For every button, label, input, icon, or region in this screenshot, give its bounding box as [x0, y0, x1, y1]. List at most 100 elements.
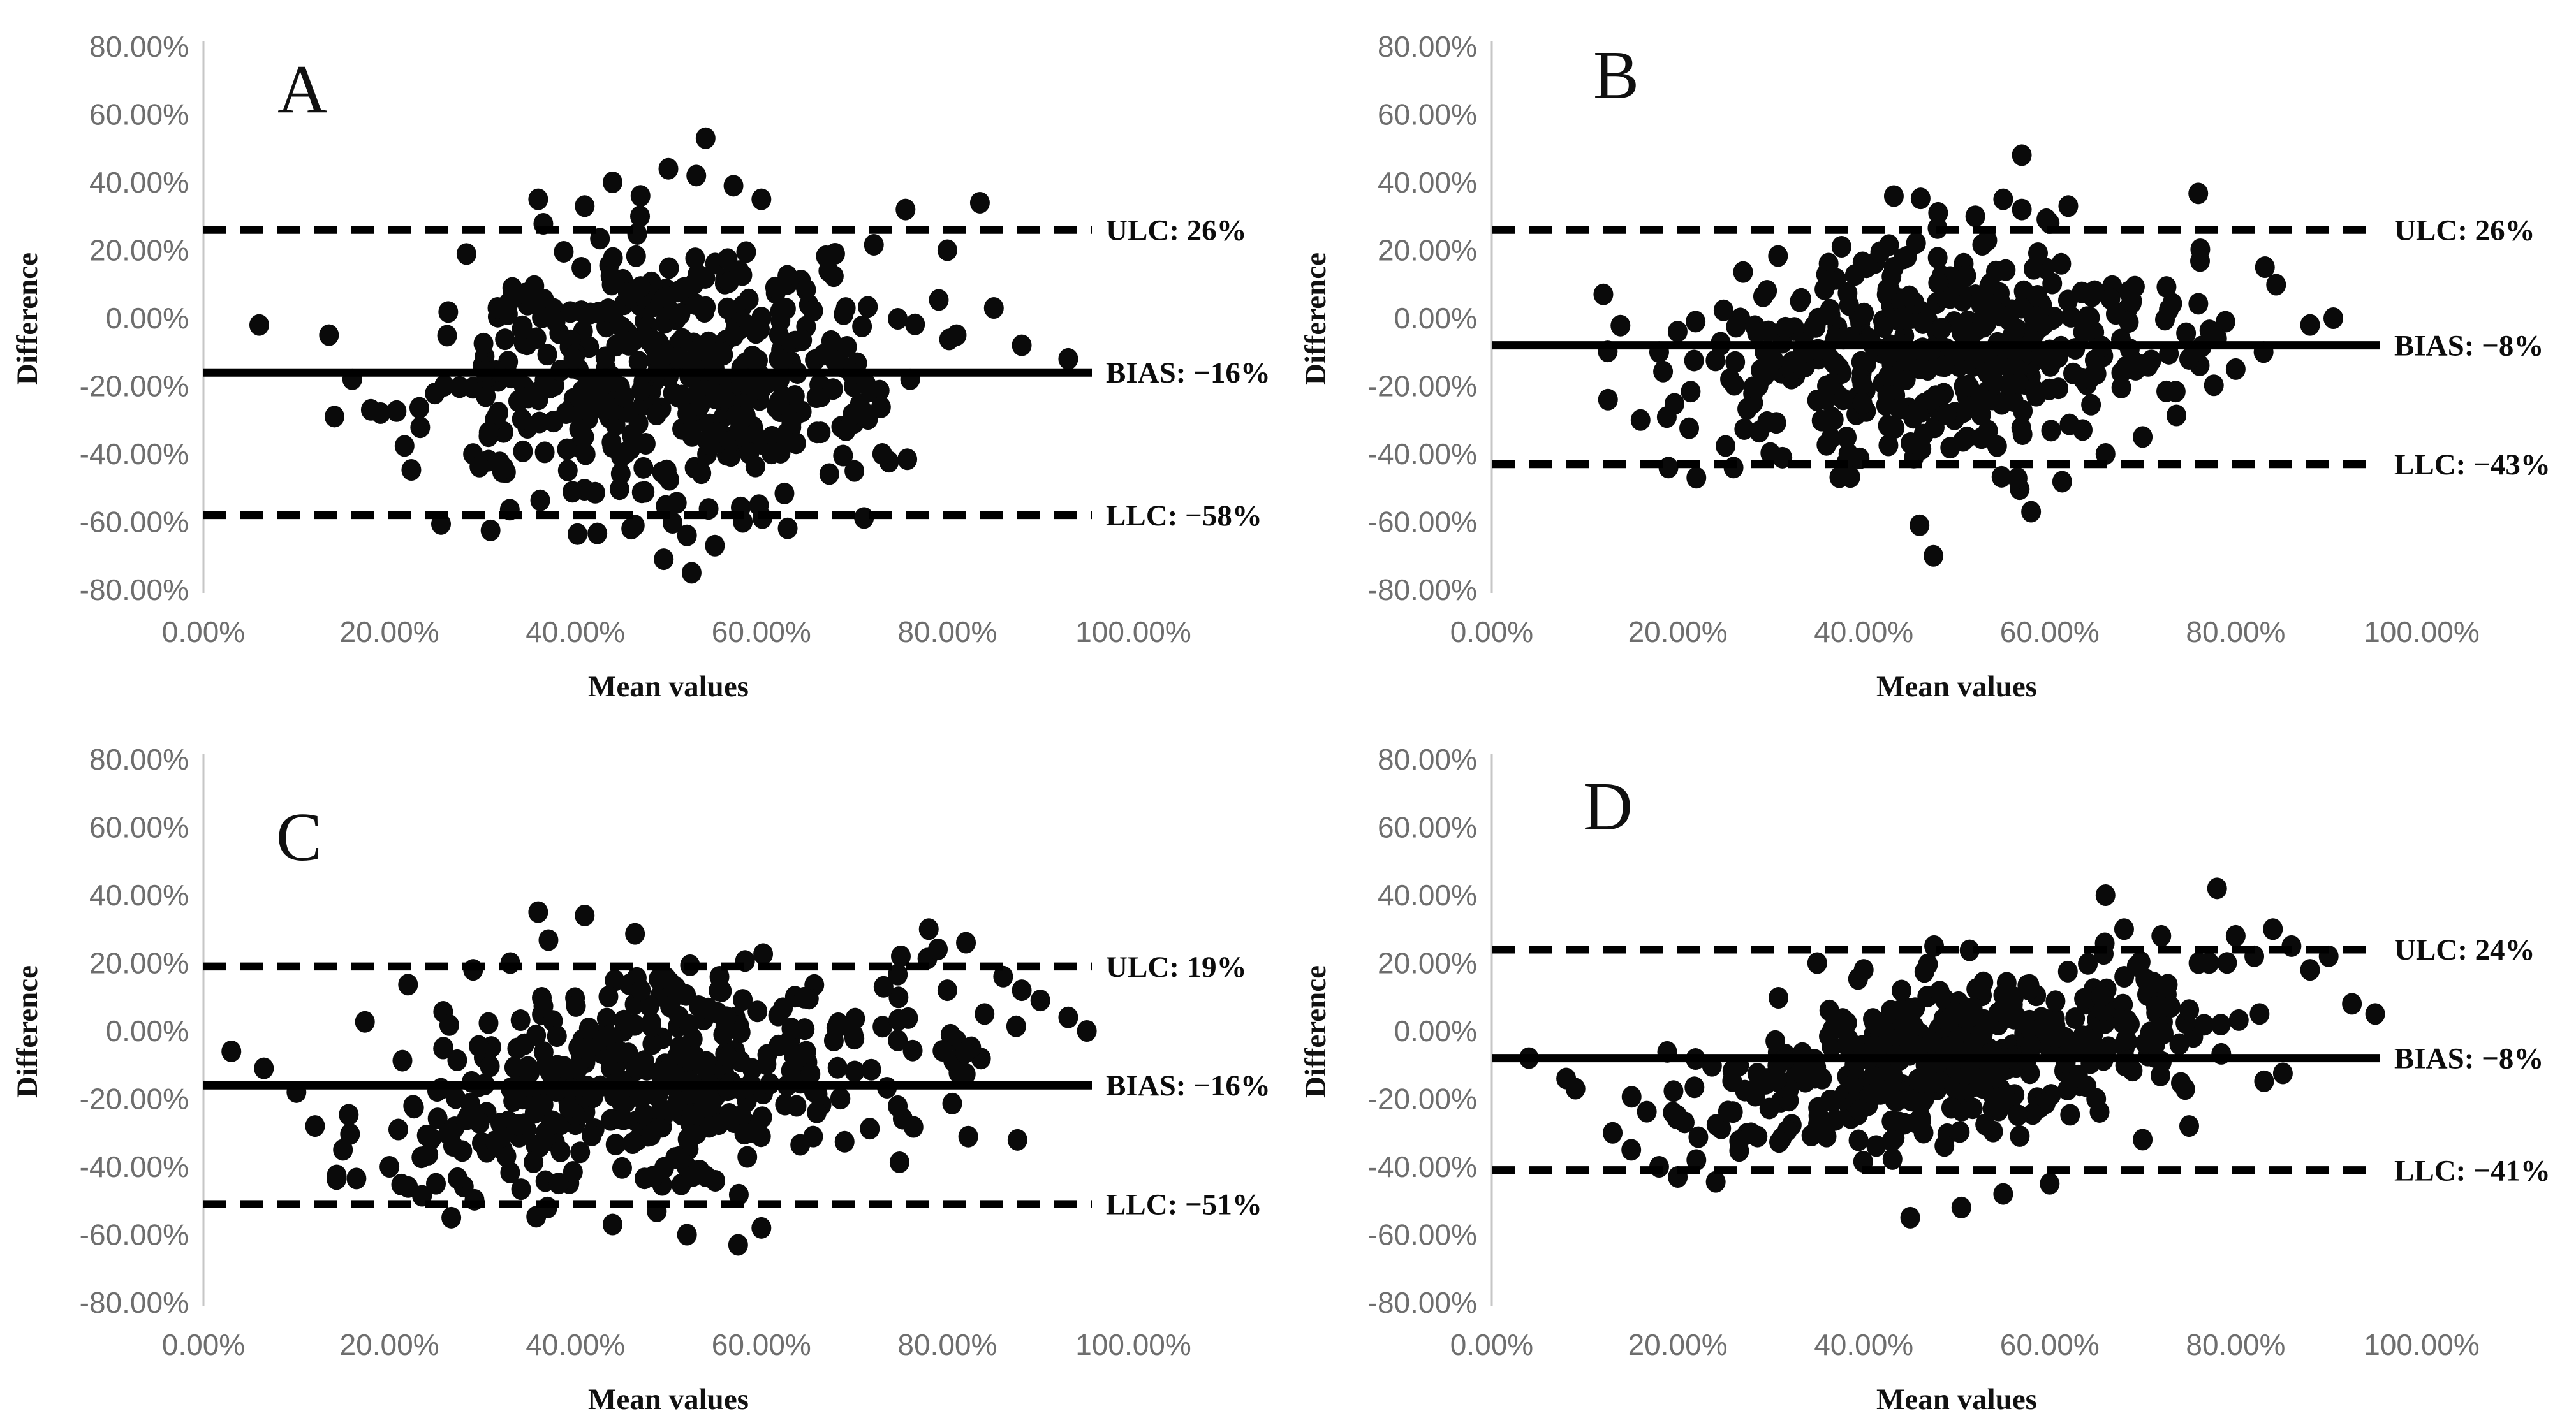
- panel-letter: B: [1593, 38, 1639, 113]
- panel-d: 80.00% 60.00% 40.00% 20.00% 0.00% -20.00% -40.…: [1288, 713, 2576, 1425]
- data-point: [2020, 1034, 2040, 1056]
- data-point: [1663, 1079, 1683, 1102]
- data-point: [2095, 884, 2116, 906]
- data-point: [614, 386, 635, 408]
- x-tick-label: 0.00%: [162, 1328, 245, 1361]
- data-point: [538, 929, 559, 951]
- data-point: [937, 979, 957, 1001]
- data-point: [2086, 363, 2107, 385]
- data-point: [1077, 1019, 1097, 1042]
- data-point: [556, 402, 576, 424]
- data-point: [563, 347, 584, 370]
- data-point: [888, 1029, 908, 1051]
- data-point: [737, 1146, 758, 1168]
- data-point: [508, 1113, 529, 1136]
- data-point: [1732, 261, 1753, 283]
- data-point: [937, 239, 957, 261]
- data-point: [557, 438, 577, 460]
- data-point: [1992, 1183, 2013, 1205]
- data-point: [1765, 1030, 1785, 1052]
- data-point: [1674, 1111, 1695, 1133]
- y-tick-label: 0.00%: [1394, 1014, 1476, 1048]
- data-point: [723, 175, 744, 197]
- data-point: [2225, 924, 2246, 947]
- data-point: [1848, 1129, 1869, 1151]
- data-point: [575, 195, 595, 217]
- y-tick-label: 60.00%: [1377, 98, 1476, 131]
- data-point: [1969, 1024, 1990, 1046]
- data-point: [379, 1155, 400, 1178]
- data-point: [1825, 1109, 1845, 1131]
- data-point: [2188, 182, 2208, 205]
- data-point: [1927, 272, 1948, 294]
- data-point: [2041, 420, 2061, 442]
- data-point: [713, 1023, 733, 1046]
- data-point: [1829, 466, 1849, 488]
- data-point: [1850, 1099, 1870, 1122]
- data-point: [2132, 1128, 2153, 1150]
- data-point: [1965, 205, 1985, 228]
- data-point: [709, 341, 730, 363]
- data-point: [1881, 1129, 1902, 1151]
- data-point: [1900, 1206, 1920, 1229]
- data-point: [823, 1029, 844, 1051]
- data-point: [790, 1134, 811, 1156]
- x-tick-label: 20.00%: [1628, 1328, 1727, 1361]
- data-point: [2045, 1026, 2065, 1048]
- data-point: [689, 1159, 710, 1181]
- data-point: [1725, 351, 1745, 373]
- data-point: [1864, 1035, 1884, 1057]
- data-point: [735, 404, 756, 427]
- data-point: [1789, 290, 1809, 312]
- data-point: [1906, 232, 1926, 254]
- data-point: [478, 1012, 499, 1034]
- data-point: [433, 1037, 453, 1060]
- x-axis-title: Mean values: [588, 1383, 749, 1416]
- data-point: [622, 1132, 643, 1154]
- data-point: [447, 1049, 467, 1071]
- data-point: [830, 1087, 850, 1109]
- data-point: [548, 1172, 569, 1194]
- x-tick-label: 0.00%: [1450, 1328, 1533, 1361]
- data-point: [631, 379, 651, 401]
- data-point: [388, 1118, 408, 1141]
- data-point: [660, 995, 681, 1018]
- data-point: [2057, 195, 2078, 217]
- data-point: [696, 296, 716, 318]
- panel-d-chart: 80.00% 60.00% 40.00% 20.00% 0.00% -20.00% -40.…: [1299, 743, 2550, 1416]
- data-point: [605, 969, 625, 991]
- data-point: [705, 1169, 726, 1192]
- x-tick-label: 60.00%: [712, 615, 811, 648]
- data-point: [398, 1176, 418, 1198]
- data-point: [741, 374, 762, 396]
- data-point: [2145, 995, 2166, 1018]
- data-point: [626, 1056, 646, 1078]
- data-point: [2039, 378, 2059, 400]
- data-point: [568, 1057, 588, 1079]
- data-point: [1978, 420, 1998, 442]
- data-point: [554, 240, 574, 263]
- data-point: [1742, 391, 1763, 414]
- data-point: [1856, 256, 1876, 279]
- data-point: [2154, 309, 2175, 331]
- limit-lines: [1491, 945, 2380, 1174]
- y-tick-label: 60.00%: [1377, 810, 1476, 844]
- data-point: [2020, 501, 2041, 523]
- panel-a: 80.00% 60.00% 40.00% 20.00% 0.00% -20.00% -40.…: [0, 0, 1288, 713]
- data-point: [769, 390, 790, 412]
- data-point: [707, 421, 727, 444]
- data-point: [784, 385, 805, 407]
- data-point: [2057, 289, 2078, 312]
- data-point: [844, 460, 865, 482]
- data-point: [1821, 406, 1841, 428]
- data-point: [2215, 311, 2235, 333]
- data-point: [404, 1096, 424, 1118]
- data-point: [1756, 280, 1777, 302]
- data-point: [2262, 917, 2283, 940]
- data-point: [500, 1161, 520, 1183]
- data-point: [441, 1122, 462, 1144]
- x-tick-label: 80.00%: [897, 1328, 997, 1361]
- data-point: [630, 185, 651, 207]
- data-point: [728, 1183, 749, 1206]
- y-tick-label: -40.00%: [80, 437, 189, 471]
